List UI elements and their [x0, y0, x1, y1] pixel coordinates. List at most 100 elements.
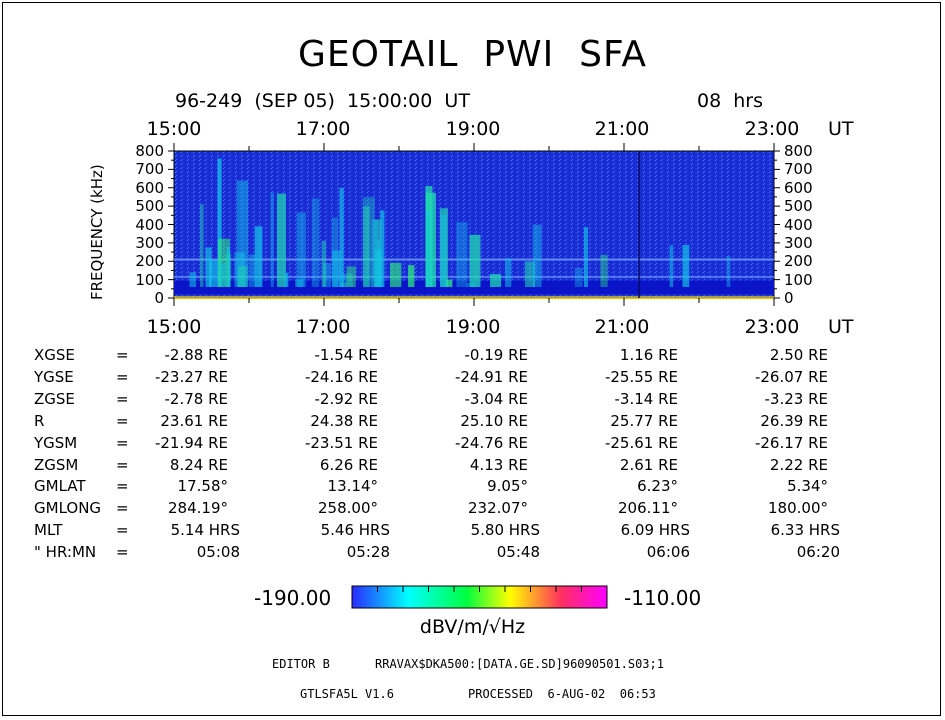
- left-y-tick-label: 0: [154, 289, 164, 307]
- orbit-value-cell: 6.09 HRS: [620, 521, 690, 540]
- orbit-value-cell: 2.22 RE: [769, 455, 828, 474]
- orbit-value-cell: 06:06: [646, 543, 690, 562]
- date-header: 96-249 (SEP 05) 15:00:00 UT: [175, 90, 470, 112]
- emission-burst: [371, 219, 379, 287]
- orbit-value-cell: 1.16 RE: [619, 346, 678, 364]
- orbit-row-label: " HR:MN: [34, 543, 97, 562]
- orbit-row-separator: =: [116, 455, 129, 474]
- orbit-row-separator: =: [116, 433, 129, 452]
- bottom-x-tick-4: 23:00: [744, 316, 800, 338]
- emission-burst: [332, 250, 341, 287]
- left-y-tick-label: 600: [135, 178, 164, 197]
- editor-label: EDITOR B: [272, 657, 330, 671]
- emission-burst: [425, 192, 437, 287]
- colorbar-max: -110.00: [624, 586, 702, 610]
- orbit-row-separator: =: [116, 367, 129, 386]
- orbit-value-cell: 180.00°: [768, 499, 828, 518]
- emission-burst: [339, 187, 344, 287]
- emission-burst: [234, 252, 246, 287]
- emission-burst: [322, 262, 332, 287]
- emission-burst: [584, 227, 588, 287]
- plot-title: GEOTAIL PWI SFA: [297, 34, 648, 75]
- right-y-tick-label: 200: [784, 252, 813, 271]
- emission-burst: [600, 254, 608, 287]
- orbit-value-cell: -2.88 RE: [164, 346, 228, 364]
- orbit-value-cell: -3.04 RE: [464, 389, 528, 408]
- emission-burst: [295, 279, 304, 287]
- orbit-row-label: YGSE: [34, 367, 74, 386]
- orbit-value-cell: -25.61 RE: [604, 433, 678, 452]
- colorbar-ticks: [377, 586, 582, 592]
- orbit-row-separator: =: [116, 521, 129, 540]
- orbit-row-separator: =: [116, 477, 129, 496]
- orbit-value-cell: 05:28: [346, 543, 390, 562]
- left-y-tick-label: 500: [135, 197, 164, 216]
- orbit-value-cell: 05:08: [196, 543, 240, 562]
- emission-burst: [205, 247, 212, 287]
- orbit-value-cell: 5.14 HRS: [170, 521, 240, 540]
- orbit-value-cell: -25.55 RE: [604, 367, 678, 386]
- emission-burst: [532, 224, 542, 287]
- orbit-value-cell: 17.58°: [177, 477, 228, 496]
- emission-burst: [426, 210, 431, 287]
- orbit-row-label: R: [34, 411, 45, 430]
- orbit-row-label: GMLAT: [34, 477, 86, 496]
- orbit-value-cell: 6.26 RE: [319, 455, 378, 474]
- orbit-value-cell: 284.19°: [168, 499, 228, 518]
- bottom-x-tick-1: 17:00: [295, 316, 351, 338]
- top-x-tick-2: 19:00: [445, 118, 501, 140]
- orbit-row-separator: =: [116, 389, 129, 408]
- orbit-row-separator: =: [116, 499, 129, 518]
- top-x-unit: UT: [828, 118, 854, 140]
- left-y-tick-label: 700: [135, 160, 164, 179]
- orbit-value-cell: 13.14°: [327, 477, 378, 496]
- top-x-tick-1: 17:00: [295, 118, 351, 140]
- low-frequency-band: [174, 280, 774, 294]
- orbit-value-cell: 5.80 HRS: [470, 521, 540, 540]
- emission-burst: [390, 262, 402, 287]
- emission-burst: [254, 226, 263, 287]
- orbit-value-cell: 6.23°: [637, 477, 678, 496]
- emission-burst: [277, 193, 286, 287]
- orbit-row-label: MLT: [34, 521, 63, 540]
- emission-burst: [524, 261, 536, 287]
- emission-burst: [374, 250, 383, 287]
- orbit-row-separator: =: [116, 543, 129, 562]
- emission-burst: [505, 258, 512, 287]
- baseline-emission: [174, 296, 774, 300]
- orbit-value-cell: 6.33 HRS: [770, 521, 840, 540]
- emission-burst: [439, 208, 448, 287]
- left-y-tick-label: 200: [135, 252, 164, 271]
- orbit-value-cell: -3.14 RE: [614, 389, 678, 408]
- orbit-value-cell: -21.94 RE: [154, 433, 228, 452]
- top-x-tick-0: 15:00: [146, 118, 202, 140]
- emission-burst: [217, 158, 222, 287]
- emission-burst: [363, 206, 370, 287]
- emission-burst: [456, 222, 468, 287]
- orbit-row-separator: =: [116, 346, 129, 364]
- orbit-value-cell: 06:20: [796, 543, 840, 562]
- orbit-value-cell: 23.61 RE: [160, 411, 228, 430]
- emission-burst: [376, 241, 381, 287]
- right-y-tick-label: 100: [784, 270, 813, 289]
- orbit-value-cell: -1.54 RE: [314, 346, 378, 364]
- orbit-value-cell: 5.34°: [787, 477, 828, 496]
- right-y-tick-label: 0: [784, 289, 794, 307]
- emission-burst: [341, 282, 348, 287]
- orbit-value-cell: -2.92 RE: [314, 389, 378, 408]
- emission-burst: [669, 245, 674, 287]
- emission-burst: [236, 180, 249, 287]
- top-x-tick-3: 21:00: [594, 118, 650, 140]
- orbit-value-cell: -0.19 RE: [464, 346, 528, 364]
- orbit-value-cell: -3.23 RE: [764, 389, 828, 408]
- right-y-tick-label: 700: [784, 160, 813, 179]
- right-y-tick-label: 600: [784, 178, 813, 197]
- emission-burst: [346, 266, 356, 287]
- left-y-tick-label: 400: [135, 215, 164, 234]
- orbit-value-cell: 9.05°: [487, 477, 528, 496]
- orbit-row-separator: =: [116, 411, 129, 430]
- colorbar-min: -190.00: [254, 586, 332, 610]
- orbit-value-cell: -24.16 RE: [304, 367, 378, 386]
- orbit-value-cell: 26.39 RE: [760, 411, 828, 430]
